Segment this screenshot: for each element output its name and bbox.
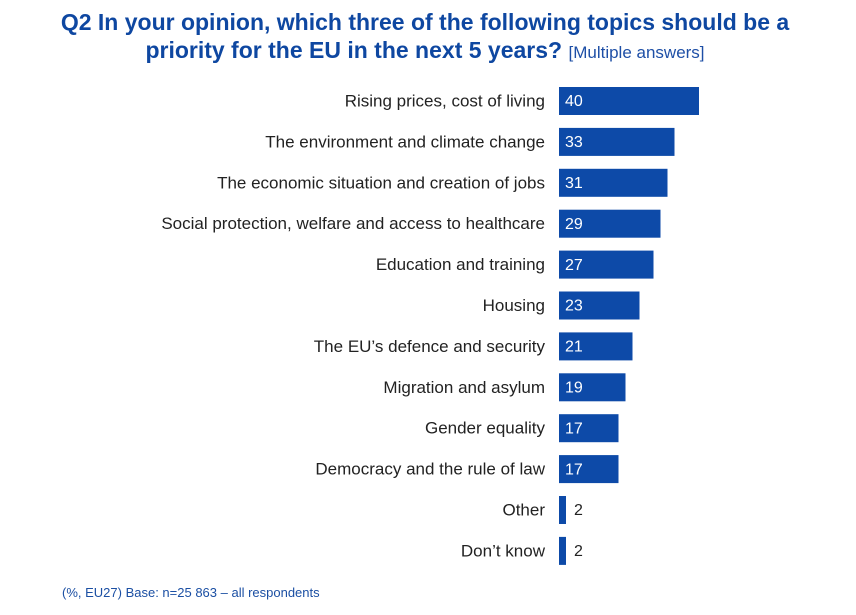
category-label: Rising prices, cost of living xyxy=(345,91,545,110)
category-label: Gender equality xyxy=(425,419,546,438)
data-label: 17 xyxy=(565,461,583,478)
bar xyxy=(559,536,566,565)
data-label: 31 xyxy=(565,175,583,192)
data-label: 21 xyxy=(565,339,583,356)
data-label: 27 xyxy=(565,257,583,274)
chart-footnote: (%, EU27) Base: n=25 863 – all responden… xyxy=(62,585,320,600)
bar xyxy=(559,250,654,279)
bar xyxy=(559,332,633,361)
bar xyxy=(559,209,661,238)
data-label: 2 xyxy=(574,543,583,560)
chart-title-note: [Multiple answers] xyxy=(568,43,705,62)
bar xyxy=(559,373,626,402)
category-label: The EU’s defence and security xyxy=(314,337,546,356)
data-label: 29 xyxy=(565,216,583,233)
data-label: 2 xyxy=(574,502,583,519)
chart-title: Q2 In your opinion, which three of the f… xyxy=(20,8,830,67)
bar xyxy=(559,414,619,443)
category-label: Democracy and the rule of law xyxy=(315,460,545,479)
bar xyxy=(559,291,640,320)
chart-title-text: Q2 In your opinion, which three of the f… xyxy=(60,9,790,63)
category-label: Education and training xyxy=(376,255,545,274)
data-label: 23 xyxy=(565,298,583,315)
data-label: 19 xyxy=(565,380,583,397)
data-label: 40 xyxy=(565,93,583,110)
bar xyxy=(559,87,699,115)
category-label: The economic situation and creation of j… xyxy=(217,173,545,192)
data-label: 33 xyxy=(565,134,583,151)
bar xyxy=(559,168,668,197)
category-label: Migration and asylum xyxy=(383,378,545,397)
bar xyxy=(559,127,675,156)
bar xyxy=(559,496,566,524)
category-label: Other xyxy=(502,500,545,519)
bar xyxy=(559,455,619,484)
category-label: Don’t know xyxy=(461,541,546,560)
category-label: The environment and climate change xyxy=(265,132,545,151)
category-label: Housing xyxy=(483,296,545,315)
data-label: 17 xyxy=(565,420,583,437)
category-label: Social protection, welfare and access to… xyxy=(161,214,545,233)
